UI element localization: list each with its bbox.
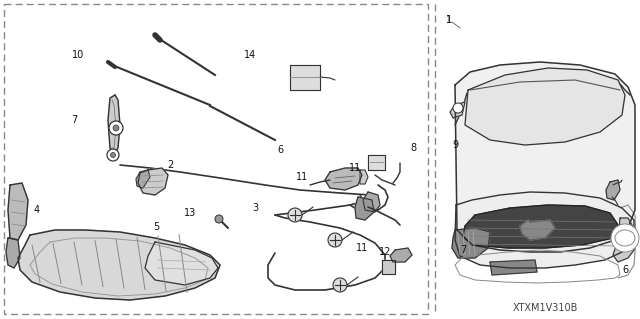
Polygon shape: [520, 220, 555, 240]
Polygon shape: [360, 170, 368, 184]
Polygon shape: [465, 68, 625, 145]
Polygon shape: [452, 228, 490, 258]
Circle shape: [333, 278, 347, 292]
Text: 8: 8: [410, 143, 416, 153]
Polygon shape: [450, 102, 465, 118]
Polygon shape: [325, 168, 362, 190]
Text: 11: 11: [356, 243, 368, 253]
Polygon shape: [455, 192, 634, 268]
Text: 10: 10: [72, 50, 84, 60]
Polygon shape: [455, 62, 635, 252]
Text: 1: 1: [446, 15, 452, 25]
Circle shape: [113, 125, 119, 131]
Text: 7: 7: [460, 245, 466, 255]
Text: 6: 6: [622, 265, 628, 275]
Bar: [4, 4, 428, 314]
Polygon shape: [368, 155, 385, 170]
Polygon shape: [290, 65, 320, 90]
Polygon shape: [613, 218, 635, 262]
Text: 11: 11: [349, 163, 361, 173]
Polygon shape: [138, 168, 168, 195]
Text: 1: 1: [446, 15, 452, 25]
Text: 2: 2: [167, 160, 173, 170]
Circle shape: [453, 103, 463, 113]
Polygon shape: [18, 230, 220, 300]
Polygon shape: [108, 95, 120, 155]
Text: XTXM1V310B: XTXM1V310B: [512, 303, 578, 313]
Polygon shape: [6, 238, 20, 268]
Text: 9: 9: [452, 140, 458, 150]
Text: 12: 12: [379, 247, 391, 257]
Circle shape: [611, 224, 639, 252]
Polygon shape: [490, 260, 537, 275]
Circle shape: [107, 149, 119, 161]
Text: 14: 14: [244, 50, 256, 60]
Text: 5: 5: [153, 222, 159, 232]
Polygon shape: [355, 197, 374, 220]
Circle shape: [215, 215, 223, 223]
Polygon shape: [8, 183, 28, 240]
Polygon shape: [606, 180, 620, 200]
Text: 4: 4: [34, 205, 40, 215]
Text: 11: 11: [296, 172, 308, 182]
Polygon shape: [136, 170, 150, 188]
Text: 7: 7: [71, 115, 77, 125]
Circle shape: [288, 208, 302, 222]
Text: 3: 3: [252, 203, 258, 213]
Polygon shape: [463, 205, 618, 248]
Circle shape: [109, 121, 123, 135]
Circle shape: [328, 233, 342, 247]
Text: 13: 13: [184, 208, 196, 218]
Polygon shape: [390, 248, 412, 262]
Polygon shape: [382, 260, 395, 274]
Polygon shape: [363, 192, 380, 212]
Circle shape: [111, 152, 115, 158]
Text: 6: 6: [277, 145, 283, 155]
Polygon shape: [145, 242, 218, 285]
